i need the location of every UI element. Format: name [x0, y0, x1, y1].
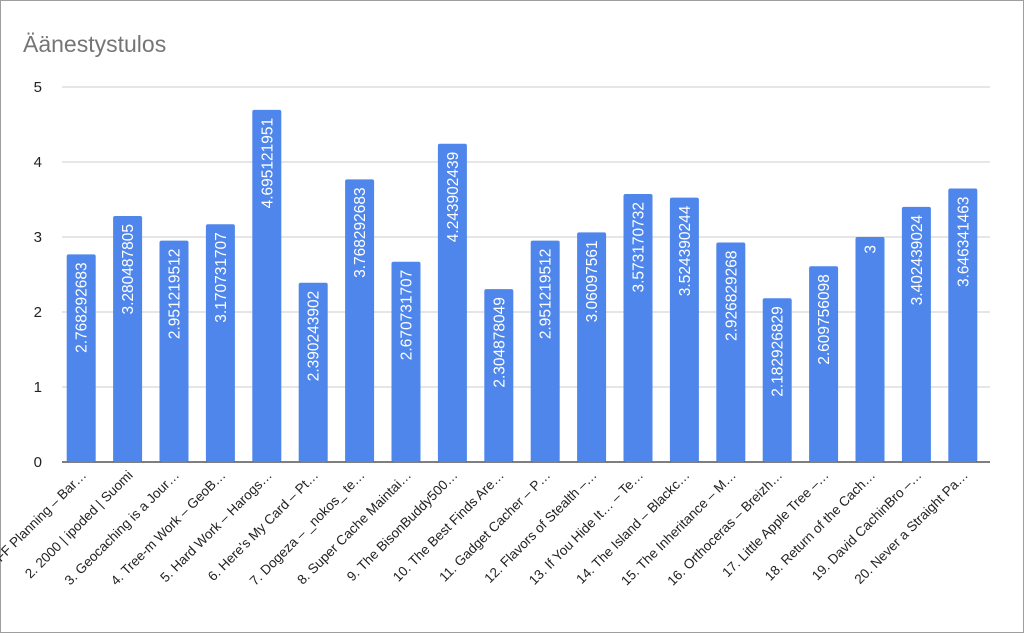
- data-label: 3: [863, 245, 880, 254]
- bar: [948, 188, 978, 462]
- data-label: 2.926829268: [723, 250, 740, 341]
- bar: [252, 109, 282, 463]
- bar: [530, 240, 560, 462]
- data-label: 2.670731707: [399, 270, 416, 361]
- bar: [577, 232, 607, 462]
- bar: [762, 298, 792, 462]
- chart-title: Äänestystulos: [23, 31, 167, 57]
- bar: [484, 289, 514, 462]
- bar: [809, 266, 839, 462]
- bar: [669, 197, 699, 463]
- bar: [716, 242, 746, 462]
- data-label: 4.695121951: [259, 118, 276, 209]
- y-tick-label: 2: [34, 304, 42, 321]
- bar: [391, 261, 421, 462]
- data-label: 3.402439024: [909, 214, 926, 305]
- bar: [66, 254, 96, 462]
- bar: [159, 240, 189, 462]
- data-label: 3.06097561: [584, 240, 601, 322]
- bar: [205, 224, 235, 462]
- y-tick-label: 1: [34, 379, 42, 396]
- data-label: 3.646341463: [955, 197, 972, 288]
- bar: [298, 282, 328, 462]
- data-label: 2.768292683: [74, 262, 91, 353]
- data-label: 2.951219512: [167, 249, 184, 340]
- data-label: 4.243902439: [445, 152, 462, 243]
- bar: [345, 179, 375, 462]
- y-tick-label: 5: [34, 79, 42, 96]
- data-label: 2.182926829: [770, 306, 787, 397]
- bar: [113, 215, 143, 462]
- bar: [437, 143, 467, 462]
- y-tick-label: 3: [34, 229, 42, 246]
- data-label: 2.951219512: [538, 249, 555, 340]
- y-tick-label: 0: [34, 454, 42, 471]
- data-label: 3.280487805: [120, 224, 137, 315]
- data-label: 3.573170732: [631, 202, 648, 293]
- bar: [855, 237, 885, 462]
- data-label: 2.390243902: [306, 291, 323, 382]
- y-tick-label: 4: [34, 154, 42, 171]
- bar: [901, 206, 931, 462]
- data-label: 3.768292683: [352, 187, 369, 278]
- data-label: 2.304878049: [491, 297, 508, 388]
- data-label: 2.609756098: [816, 274, 833, 365]
- data-label: 3.524390244: [677, 205, 694, 296]
- bar: [623, 194, 653, 462]
- data-label: 3.170731707: [213, 232, 230, 323]
